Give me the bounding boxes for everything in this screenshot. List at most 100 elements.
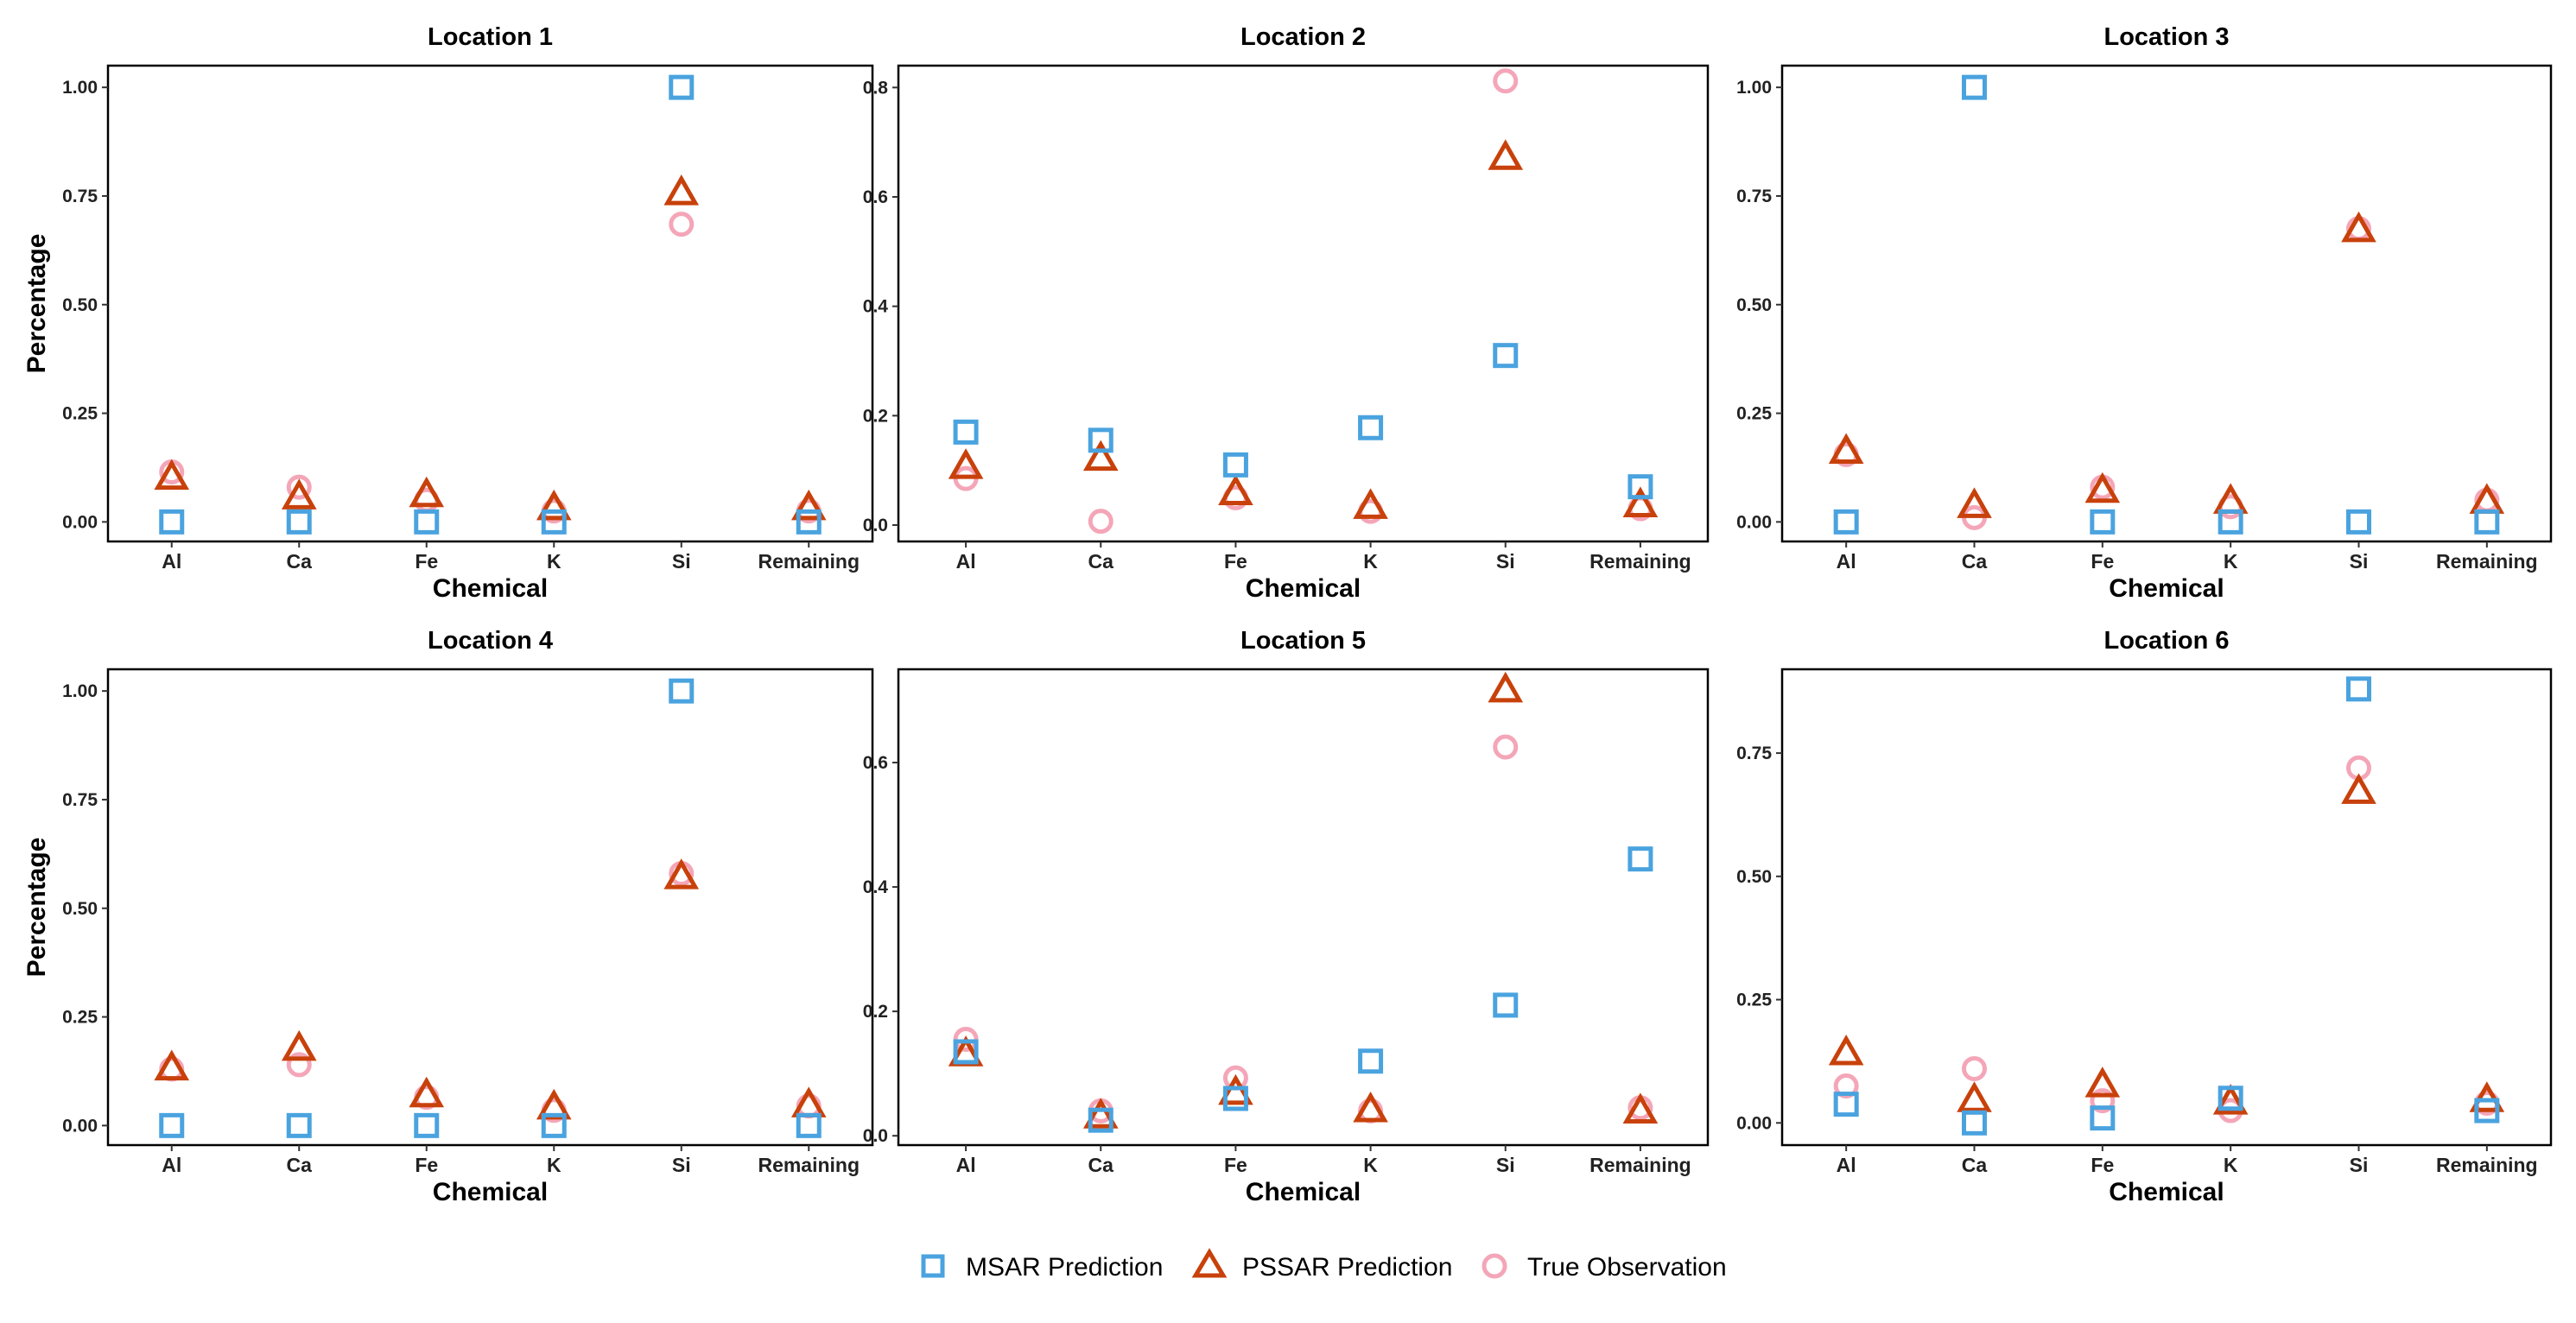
legend-label: PSSAR Prediction: [1242, 1253, 1452, 1282]
y-tick-label: 0.25: [62, 1008, 98, 1028]
y-tick-label: 0.25: [62, 404, 98, 424]
x-tick-label: Ca: [287, 550, 313, 573]
y-tick-label: 1.00: [62, 681, 98, 701]
y-tick-label: 1.00: [62, 78, 98, 98]
x-tick-label: Ca: [1962, 1154, 1988, 1176]
msar-marker: [2218, 1086, 2243, 1111]
pssar-marker: [409, 1076, 445, 1108]
msar-marker: [1358, 415, 1384, 440]
x-axis-label: Chemical: [2109, 574, 2224, 603]
true-observation-marker: [1833, 1073, 1859, 1098]
panel-title: Location 4: [428, 627, 553, 655]
y-axis-label: Percentage: [22, 234, 51, 374]
msar-marker: [2090, 1105, 2116, 1131]
pssar-marker: [1082, 1098, 1119, 1129]
pssar-marker: [2084, 1067, 2121, 1098]
y-tick-label: 0.6: [863, 187, 888, 207]
x-tick-label: Al: [162, 550, 181, 573]
triangle-icon: [1191, 1248, 1228, 1278]
pssar-marker: [663, 858, 700, 889]
msar-marker: [1088, 1107, 1114, 1133]
x-axis-label: Chemical: [1246, 574, 1361, 603]
panel-title: Location 1: [428, 23, 553, 51]
x-tick-label: Si: [1496, 1154, 1515, 1176]
msar-marker: [2218, 509, 2243, 535]
panel-location-4: Location 4 0.00 0.25 0.50 0.75 1.00 Al Ca Fe K Si R…: [22, 627, 874, 1206]
msar-marker: [669, 678, 695, 704]
msar-marker: [953, 419, 979, 445]
legend-label: MSAR Prediction: [966, 1253, 1163, 1282]
x-tick-label: Remaining: [1589, 550, 1691, 573]
x-tick-label: Al: [1837, 1154, 1856, 1176]
pssar-marker: [1082, 440, 1119, 472]
legend-item: MSAR Prediction: [921, 1253, 1163, 1282]
x-tick-label: Fe: [2091, 1154, 2114, 1176]
x-tick-label: K: [2224, 1154, 2238, 1176]
true-observation-marker: [1962, 1055, 1987, 1081]
y-axis-label: Percentage: [22, 838, 51, 978]
panel-location-2: Location 2 0.0 0.2 0.4 0.6 0.8 Al Ca Fe K Si Remain…: [863, 23, 1710, 603]
true-observation-marker: [1088, 509, 1114, 535]
true-observation-marker: [2090, 1088, 2116, 1114]
panel-location-5: Location 5 0.0 0.2 0.4 0.6 Al Ca Fe K Si Remaining…: [863, 627, 1710, 1206]
msar-marker: [1833, 509, 1859, 535]
msar-marker: [286, 1112, 312, 1138]
square-icon: [921, 1254, 945, 1278]
y-tick-label: 0.50: [62, 899, 98, 919]
pssar-marker: [1488, 671, 1524, 703]
y-tick-label: 0.00: [1736, 1113, 1772, 1133]
y-tick-label: 0.0: [863, 516, 888, 535]
msar-marker: [414, 1112, 440, 1138]
pssar-marker: [536, 489, 572, 521]
msar-marker: [796, 1112, 822, 1138]
plot-frame: [106, 668, 874, 1147]
x-tick-label: Ca: [287, 1154, 313, 1176]
y-tick-label: 0.25: [1736, 404, 1772, 424]
x-tick-label: Remaining: [2436, 1154, 2538, 1176]
msar-marker: [1627, 474, 1653, 500]
msar-marker: [541, 509, 567, 535]
panel-title: Location 6: [2103, 627, 2229, 655]
plot-frame: [897, 64, 1710, 543]
x-tick-label: Remaining: [1589, 1154, 1691, 1176]
pssar-marker: [281, 1029, 317, 1061]
y-tick-label: 0.75: [1736, 744, 1772, 763]
pssar-marker: [1957, 1081, 1992, 1112]
msar-marker: [1222, 452, 1248, 478]
x-tick-label: Ca: [1962, 550, 1988, 573]
y-tick-label: 0.2: [863, 406, 888, 426]
pssar-marker: [2212, 1084, 2249, 1115]
legend-item: True Observation: [1482, 1253, 1727, 1282]
panel-title: Location 3: [2103, 23, 2229, 51]
msar-marker: [286, 509, 312, 535]
x-tick-label: Al: [956, 550, 976, 573]
y-tick-label: 0.00: [62, 512, 98, 532]
x-tick-label: K: [547, 550, 562, 573]
plot-frame: [106, 64, 874, 543]
x-tick-label: Remaining: [758, 550, 860, 573]
y-tick-label: 0.0: [863, 1126, 888, 1146]
y-tick-label: 0.75: [62, 187, 98, 206]
y-tick-label: 0.8: [863, 78, 889, 98]
panel-location-6: Location 6 0.00 0.25 0.50 0.75 Al Ca Fe K Si Remai…: [1736, 627, 2553, 1206]
x-tick-label: K: [1363, 1154, 1378, 1176]
pssar-marker: [1218, 474, 1253, 506]
pssar-marker: [2469, 1081, 2505, 1112]
x-tick-label: Al: [162, 1154, 181, 1176]
msar-marker: [2474, 1098, 2500, 1124]
panel-location-1: Location 1 0.00 0.25 0.50 0.75 1.00 Al Ca Fe K Si R…: [22, 23, 874, 603]
x-tick-label: Fe: [415, 1154, 438, 1176]
pssar-marker: [2341, 211, 2376, 243]
x-tick-label: Si: [2350, 550, 2369, 573]
x-tick-label: Fe: [1224, 1154, 1247, 1176]
x-axis-label: Chemical: [433, 574, 548, 603]
y-tick-label: 0.75: [62, 790, 98, 810]
y-tick-label: 0.25: [1736, 991, 1772, 1010]
circle-icon: [1482, 1253, 1507, 1279]
y-tick-label: 0.75: [1736, 187, 1772, 206]
x-tick-label: Fe: [2091, 550, 2114, 573]
x-tick-label: Ca: [1088, 1154, 1114, 1176]
x-axis-label: Chemical: [1246, 1178, 1361, 1206]
msar-marker: [2346, 676, 2371, 702]
